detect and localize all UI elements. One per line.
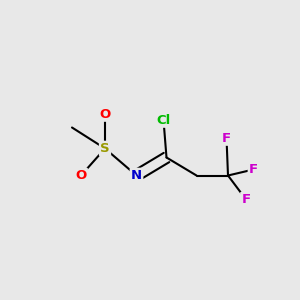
Text: O: O [75, 169, 87, 182]
Text: S: S [100, 142, 110, 155]
Text: F: F [242, 193, 250, 206]
Text: F: F [249, 163, 258, 176]
Text: N: N [131, 169, 142, 182]
Text: Cl: Cl [156, 113, 171, 127]
Text: O: O [99, 107, 111, 121]
Text: F: F [222, 131, 231, 145]
